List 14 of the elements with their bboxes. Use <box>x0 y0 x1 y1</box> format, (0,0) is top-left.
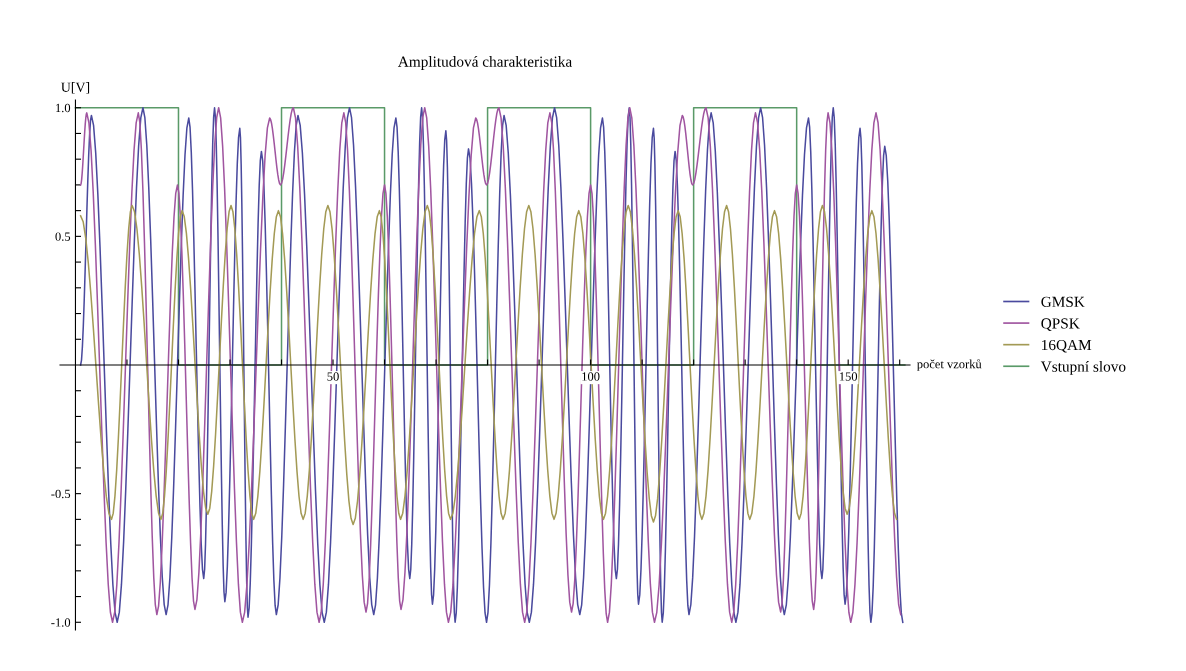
legend-label: QPSK <box>1041 318 1080 331</box>
legend-label: 16QAM <box>1042 339 1092 353</box>
x-tick-label: 50 <box>327 372 339 381</box>
y-tick-label: 0.5 <box>55 232 71 241</box>
x-tick-label: 150 <box>839 372 858 381</box>
x-tick-label: 100 <box>582 372 600 381</box>
y-tick-label: -0.5 <box>51 489 71 499</box>
x-axis-title: počet vzorků <box>917 359 982 371</box>
y-axis-title: U[V] <box>61 82 90 94</box>
y-tick-label: 1.0 <box>56 103 71 113</box>
chart-title: Amplitudová charakteristika <box>397 56 572 70</box>
legend-label: GMSK <box>1041 296 1085 307</box>
y-tick-label: -1.0 <box>51 618 71 627</box>
legend-label: Vstupní slovo <box>1040 360 1126 375</box>
